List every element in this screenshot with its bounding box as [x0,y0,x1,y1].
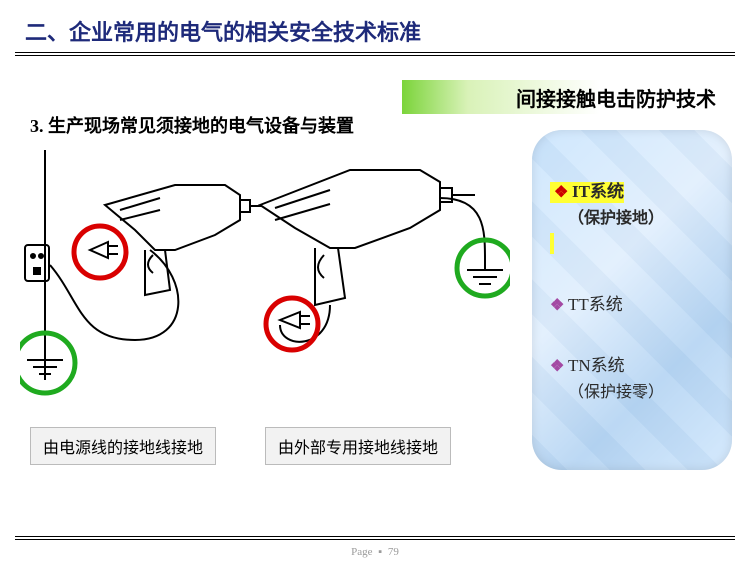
footer-divider [15,536,735,540]
footer-sep-icon: ▪ [378,546,382,558]
figure-area [20,150,510,450]
page-title: 二、企业常用的电气的相关安全技术标准 [25,15,725,47]
left-ground-highlight [20,333,75,393]
panel-item-title: TT系统 [568,295,623,314]
panel-item-it: ❖ IT系统 （保护接地） [550,178,714,257]
system-panel: ❖ IT系统 （保护接地） ❖ TT系统 ❖ TN系统 （保护接零） [532,130,732,470]
figure-caption-right: 由外部专用接地线接地 [265,427,451,465]
panel-item-sub: （保护接地） [550,206,714,232]
panel-item-tn: ❖ TN系统 （保护接零） [550,352,714,405]
footer-page-number: 79 [388,546,399,558]
bullet-icon: ❖ [554,180,568,206]
figure-caption-left: 由电源线的接地线接地 [30,427,216,465]
bullet-icon: ❖ [550,293,564,319]
page-footer: Page ▪ 79 [0,546,750,558]
title-divider [15,52,735,56]
callout-text: 间接接触电击防护技术 [516,83,716,112]
footer-label: Page [351,546,372,558]
panel-item-title: TN系统 [568,356,625,375]
panel-item-title: IT系统 [572,182,624,201]
panel-item-sub: （保护接零） [550,380,714,406]
panel-item-tt: ❖ TT系统 [550,291,714,319]
bullet-icon: ❖ [550,354,564,380]
right-ground-highlight [457,240,510,296]
section-subtitle: 3. 生产现场常见须接地的电气设备与装置 [30,112,354,138]
callout-banner: 间接接触电击防护技术 [402,80,732,114]
